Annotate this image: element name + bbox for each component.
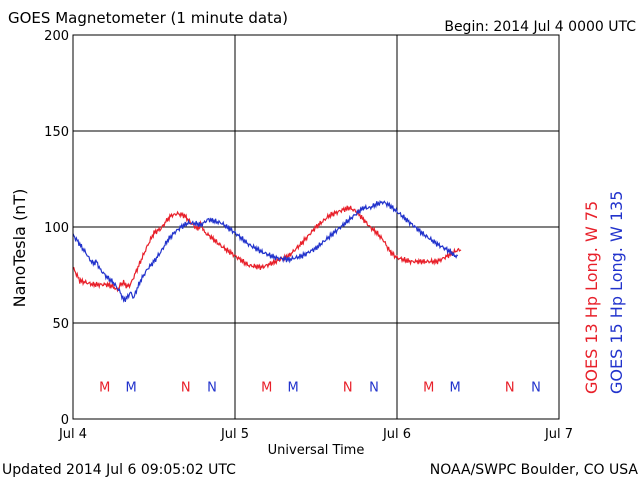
data-series xyxy=(72,199,462,303)
x-tick-label: Jul 5 xyxy=(220,427,249,442)
x-tick-label: Jul 7 xyxy=(544,427,573,442)
series-line-2 xyxy=(72,199,459,303)
x-tick-labels: Jul 4 Jul 5 Jul 6 Jul 7 xyxy=(58,427,573,442)
marker-noon: N xyxy=(505,380,515,395)
marker-noon: N xyxy=(369,380,379,395)
y-tick-label: 100 xyxy=(44,221,69,236)
credit-label: NOAA/SWPC Boulder, CO USA xyxy=(430,462,639,478)
marker-noon: N xyxy=(181,380,191,395)
marker-midnight: M xyxy=(125,380,136,395)
legend-goes15: GOES 15 Hp Long. W 135 xyxy=(607,191,626,394)
marker-noon: N xyxy=(207,380,217,395)
x-tick-label: Jul 6 xyxy=(382,427,411,442)
marker-midnight: M xyxy=(99,380,110,395)
marker-midnight: M xyxy=(261,380,272,395)
x-axis-label: Universal Time xyxy=(268,443,365,458)
updated-timestamp: Updated 2014 Jul 6 09:05:02 UTC xyxy=(2,462,236,478)
marker-midnight: M xyxy=(449,380,460,395)
marker-midnight: M xyxy=(287,380,298,395)
series-line-1 xyxy=(72,205,462,293)
chart-title: GOES Magnetometer (1 minute data) xyxy=(8,9,288,27)
y-tick-label: 150 xyxy=(44,125,69,140)
plot-frame xyxy=(72,34,560,420)
marker-noon: N xyxy=(343,380,353,395)
legend-goes13: GOES 13 Hp Long. W 75 xyxy=(582,201,601,394)
grid-lines xyxy=(73,35,559,419)
y-axis-label: NanoTesla (nT) xyxy=(10,189,29,308)
marker-midnight: M xyxy=(423,380,434,395)
begin-label: Begin: 2014 Jul 4 0000 UTC xyxy=(444,19,636,35)
y-tick-label: 0 xyxy=(61,413,69,428)
marker-noon: N xyxy=(531,380,541,395)
y-tick-label: 50 xyxy=(52,317,69,332)
y-tick-labels: 0 50 100 150 200 xyxy=(44,29,69,428)
y-tick-label: 200 xyxy=(44,29,69,44)
x-tick-label: Jul 4 xyxy=(58,427,87,442)
